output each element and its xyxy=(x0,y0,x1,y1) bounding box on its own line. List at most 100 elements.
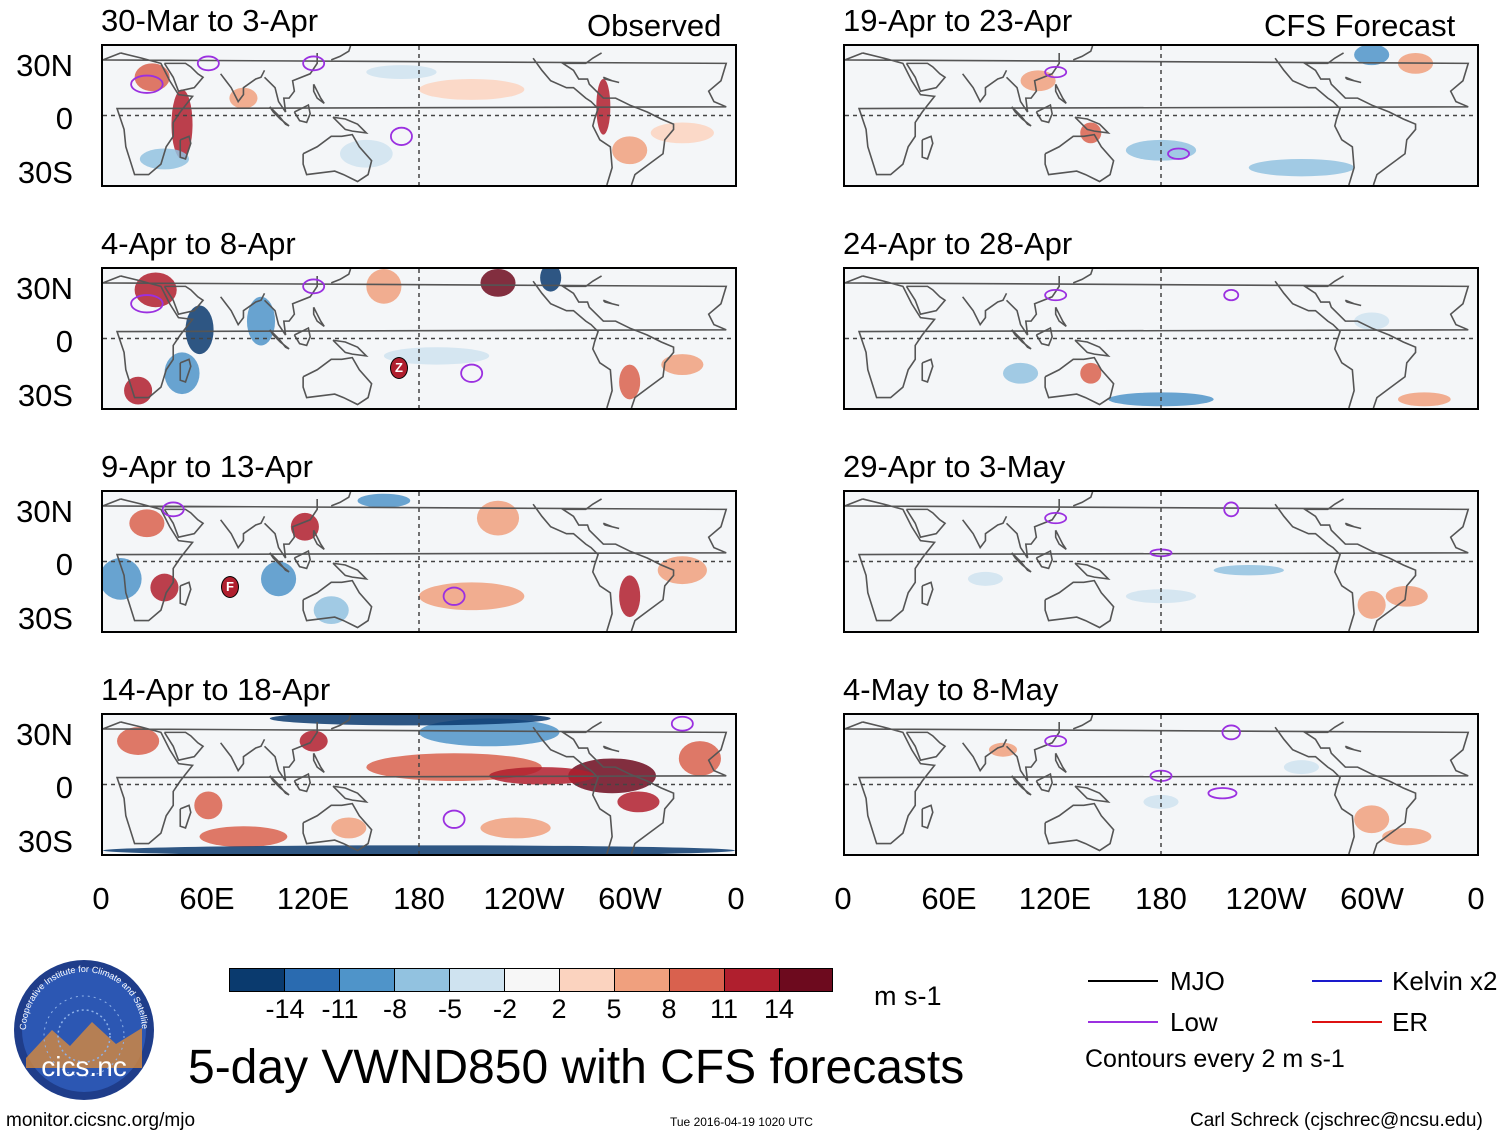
coastline xyxy=(302,356,373,406)
coastline xyxy=(302,579,373,629)
coastline xyxy=(269,329,290,350)
panel-title-fcst-2: 24-Apr to 28-Apr xyxy=(843,226,1073,261)
coastline xyxy=(330,46,352,61)
low-contour xyxy=(1223,288,1240,302)
panel-title-obs-1: 30-Mar to 3-Apr xyxy=(101,3,319,38)
wind-anomaly-blob xyxy=(617,791,660,813)
coastline xyxy=(179,358,192,383)
coastline xyxy=(1035,103,1053,124)
storm-marker: F xyxy=(221,576,239,598)
colorbar-swatch xyxy=(779,968,833,992)
coastline xyxy=(1274,503,1355,631)
lon-label: 0 xyxy=(1467,881,1485,916)
coastline xyxy=(330,715,352,730)
main-title: 5-day VWND850 with CFS forecasts xyxy=(188,1041,965,1094)
wind-anomaly-blob xyxy=(383,347,490,365)
wind-anomaly-blob xyxy=(540,269,562,292)
coastline xyxy=(921,358,934,383)
coastline xyxy=(163,508,205,539)
colorbar-tick: 14 xyxy=(763,994,795,1024)
lat-label: 0 xyxy=(55,101,73,136)
map-panel-fcst-3 xyxy=(843,490,1479,633)
coastline xyxy=(330,269,352,284)
wind-anomaly-blob xyxy=(1283,760,1319,775)
map-panel-fcst-4 xyxy=(843,713,1479,856)
panel-title-fcst-3: 29-Apr to 3-May xyxy=(843,449,1066,484)
colorbar-swatch xyxy=(394,968,450,992)
panel-title-fcst-4: 4-May to 8-May xyxy=(843,672,1059,707)
wind-anomaly-blob xyxy=(313,596,349,625)
lon-label: 120W xyxy=(1225,881,1307,916)
coastline xyxy=(532,57,613,185)
lat-label: 30N xyxy=(16,717,73,752)
wind-field xyxy=(103,269,735,408)
wind-anomaly-blob xyxy=(246,296,276,346)
colorbar-swatch xyxy=(339,968,395,992)
coastline xyxy=(1011,775,1032,796)
lon-label: 120W xyxy=(483,881,565,916)
lat-label: 30N xyxy=(16,48,73,83)
wind-anomaly-blob xyxy=(134,272,177,308)
wind-anomaly-blob xyxy=(419,582,525,611)
wind-anomaly-blob xyxy=(299,730,328,752)
low-contour xyxy=(442,809,466,829)
coastline xyxy=(1274,726,1355,854)
wind-anomaly-blob xyxy=(1382,827,1432,846)
panel-title-fcst-1: 19-Apr to 23-Apr xyxy=(843,3,1073,38)
wind-anomaly-blob xyxy=(269,715,551,726)
coastline xyxy=(1274,57,1355,185)
coastline xyxy=(263,498,318,559)
colorbar-units: m s-1 xyxy=(874,981,942,1011)
coastline xyxy=(302,133,373,183)
low-contour xyxy=(196,55,220,72)
coastline xyxy=(845,52,1470,176)
coastline xyxy=(1054,83,1067,104)
coastline xyxy=(293,772,311,793)
coastline xyxy=(1344,522,1362,530)
wind-anomaly-blob xyxy=(1354,805,1390,834)
coastline xyxy=(219,738,266,773)
wind-anomaly-blob xyxy=(480,817,551,839)
lon-label: 60W xyxy=(598,881,662,916)
coastline xyxy=(163,731,205,762)
wind-field xyxy=(845,492,1477,631)
coastline xyxy=(1005,275,1060,336)
coastline xyxy=(602,745,620,753)
wind-anomaly-blob xyxy=(139,148,190,170)
footer-url[interactable]: monitor.cicsnc.org/mjo xyxy=(6,1110,196,1131)
wind-anomaly-blob xyxy=(1003,362,1039,384)
lon-label: 60E xyxy=(179,881,235,916)
wind-anomaly-blob xyxy=(661,354,704,375)
coastline xyxy=(219,69,266,104)
low-contour xyxy=(1044,288,1068,302)
wind-field xyxy=(845,269,1477,408)
coastline xyxy=(312,529,325,550)
coastline xyxy=(1044,802,1115,852)
er-line-swatch xyxy=(1312,1021,1382,1023)
coastline xyxy=(219,515,266,550)
low-contour xyxy=(1207,787,1238,800)
coastline xyxy=(921,135,934,160)
coastline xyxy=(179,804,192,829)
low-contour xyxy=(670,715,694,732)
wind-anomaly-blob xyxy=(164,352,200,395)
coastline xyxy=(103,721,728,845)
map-panel-obs-2: Z xyxy=(101,267,737,410)
coastline xyxy=(560,52,675,185)
lat-label: 30S xyxy=(17,155,73,190)
coastline xyxy=(1274,280,1355,408)
panel-title-obs-4: 14-Apr to 18-Apr xyxy=(101,672,331,707)
coastline xyxy=(293,549,311,570)
wind-anomaly-blob xyxy=(134,63,170,92)
legend-label-mjo: MJO xyxy=(1170,966,1225,996)
low-contour xyxy=(302,55,326,72)
wind-anomaly-blob xyxy=(366,269,402,304)
coastline xyxy=(1344,745,1362,753)
coastline xyxy=(905,285,947,316)
low-contour xyxy=(460,363,484,383)
kelvin-line-swatch xyxy=(1312,980,1382,982)
coastline xyxy=(921,804,934,829)
lat-label: 30N xyxy=(16,494,73,529)
coastline xyxy=(179,135,192,160)
wind-anomaly-blob xyxy=(480,269,516,297)
